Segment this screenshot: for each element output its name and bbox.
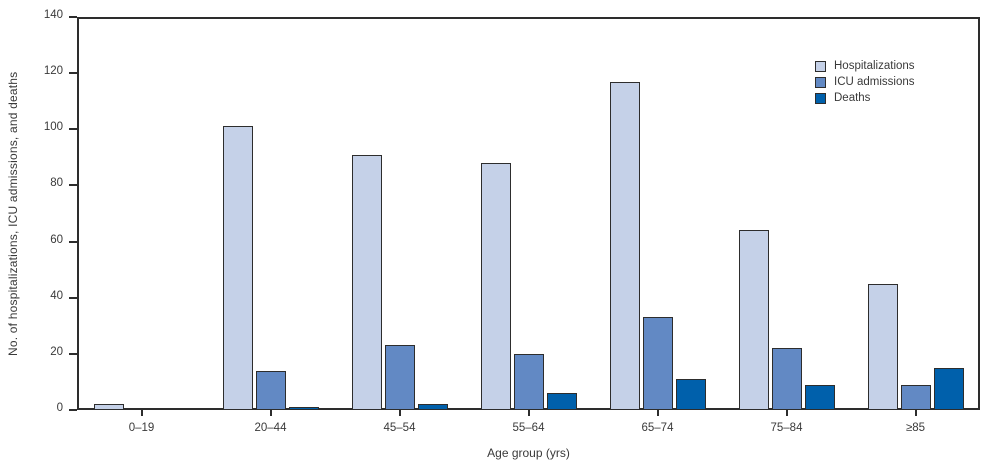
x-tick-label: 45–54: [383, 422, 416, 434]
bar-icu-admissions-5: [771, 348, 802, 410]
x-tick-label: 75–84: [770, 422, 803, 434]
icu-admissions-swatch-icon: [815, 76, 826, 88]
bar-hospitalizations-1: [222, 126, 253, 410]
deaths-swatch-icon: [815, 92, 826, 104]
bar-deaths-5: [804, 384, 835, 410]
bar-icu-admissions-3: [513, 353, 544, 410]
bar-deaths-6: [933, 367, 964, 410]
legend-item-icu-admissions: ICU admissions: [815, 76, 915, 88]
bar-deaths-2: [417, 404, 448, 410]
bar-icu-admissions-4: [642, 317, 673, 410]
legend-item-deaths: Deaths: [815, 92, 915, 104]
x-tick-mark: [527, 410, 530, 416]
x-tick-label: 55–64: [512, 422, 545, 434]
y-tick-mark: [69, 409, 77, 411]
x-tick-mark: [785, 410, 788, 416]
x-tick-label: 0–19: [128, 422, 155, 434]
x-tick-mark: [269, 410, 272, 416]
y-tick-mark: [69, 16, 77, 18]
x-axis-title: Age group (yrs): [487, 446, 570, 460]
y-tick-label: 100: [43, 121, 63, 134]
y-tick-mark: [69, 72, 77, 75]
legend-item-hospitalizations: Hospitalizations: [815, 60, 915, 72]
x-tick-mark: [140, 410, 143, 416]
bar-icu-admissions-1: [255, 370, 286, 410]
bar-hospitalizations-2: [351, 154, 382, 410]
x-tick-label: 65–74: [641, 422, 674, 434]
y-tick-mark: [69, 128, 77, 131]
y-tick-mark: [69, 352, 77, 355]
legend: Hospitalizations ICU admissions Deaths: [815, 60, 915, 104]
y-tick-label: 120: [43, 65, 63, 78]
bar-hospitalizations-0: [93, 404, 124, 410]
y-tick-mark: [69, 240, 77, 243]
y-tick-label: 40: [50, 289, 63, 302]
y-tick-label: 20: [50, 345, 63, 358]
x-tick-label: 20–44: [254, 422, 287, 434]
legend-label: ICU admissions: [834, 76, 915, 88]
bar-icu-admissions-2: [384, 345, 415, 410]
y-tick-mark: [69, 184, 77, 187]
legend-label: Hospitalizations: [834, 60, 915, 72]
x-tick-mark: [398, 410, 401, 416]
x-tick-mark: [914, 410, 917, 416]
bar-deaths-4: [675, 379, 706, 410]
hospitalizations-swatch-icon: [815, 60, 826, 72]
bar-deaths-3: [546, 393, 577, 410]
bar-hospitalizations-4: [609, 81, 640, 410]
bar-hospitalizations-5: [738, 230, 769, 410]
y-tick-label: 140: [43, 9, 63, 21]
bar-deaths-1: [288, 407, 319, 410]
bar-hospitalizations-6: [867, 283, 898, 410]
y-tick-label: 60: [50, 233, 63, 246]
x-tick-mark: [656, 410, 659, 416]
bar-icu-admissions-6: [900, 384, 931, 410]
legend-label: Deaths: [834, 92, 871, 104]
y-tick-mark: [69, 296, 77, 299]
y-tick-label: 0: [56, 402, 63, 414]
y-tick-label: 80: [50, 177, 63, 190]
x-tick-label: ≥85: [905, 422, 926, 434]
bar-hospitalizations-3: [480, 162, 511, 410]
